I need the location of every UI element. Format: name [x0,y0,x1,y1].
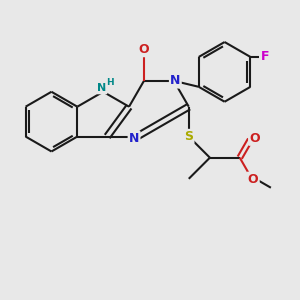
Text: O: O [139,43,149,56]
Text: H: H [106,78,114,87]
Text: N: N [97,83,106,93]
Text: F: F [261,50,270,64]
Text: N: N [129,132,139,145]
Text: N: N [170,74,181,87]
Text: S: S [184,130,193,143]
Text: O: O [249,132,260,145]
Text: O: O [248,173,259,186]
